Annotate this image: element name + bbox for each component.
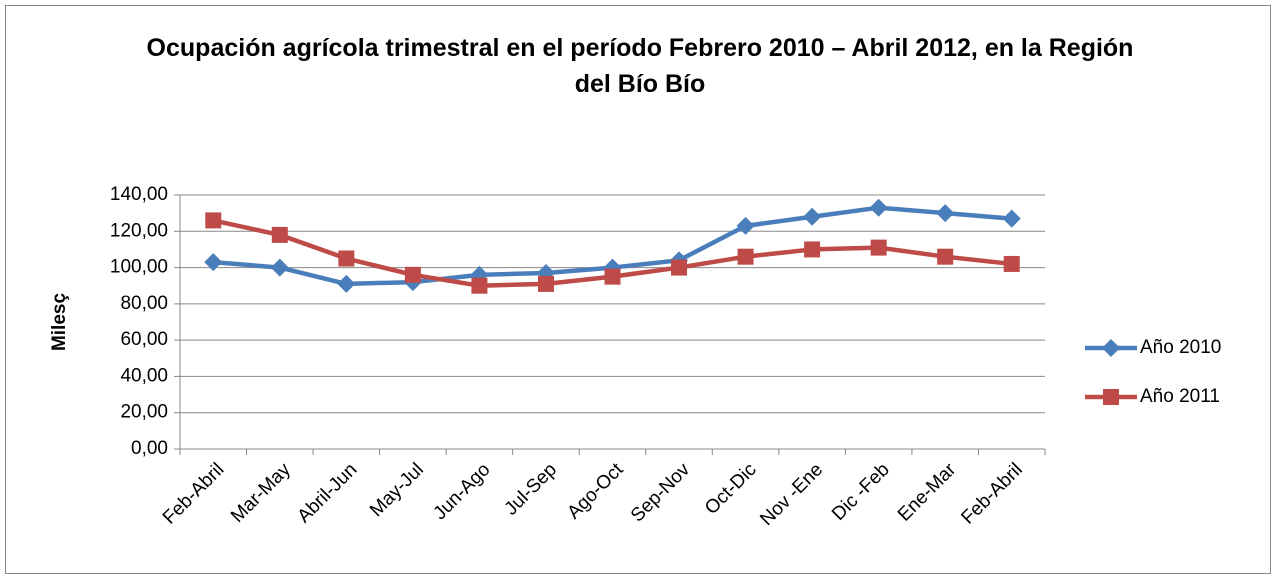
data-point <box>804 241 821 258</box>
data-point <box>204 253 223 272</box>
y-tick-label: 80,00 <box>120 293 168 314</box>
x-tick-label: Jul-Sep <box>501 459 561 519</box>
y-tick-label: 140,00 <box>110 184 168 205</box>
x-tick-label: Jun-Ago <box>430 459 495 524</box>
x-tick-label: Dic -Feb <box>828 459 894 525</box>
data-point <box>1003 255 1020 272</box>
x-tick-label: Feb-Abril <box>957 459 1026 528</box>
x-tick-label: Nov -Ene <box>756 459 827 530</box>
y-tick-label: 120,00 <box>110 220 168 241</box>
chart-border <box>5 5 1271 574</box>
x-tick-label: Ago-Oct <box>563 459 628 524</box>
chart-title: Ocupación agrícola trimestral en el perí… <box>146 34 1134 98</box>
data-point <box>869 198 888 217</box>
legend-label: Año 2011 <box>1140 386 1220 407</box>
legend-marker <box>1102 339 1120 357</box>
data-point <box>671 259 688 276</box>
data-point <box>471 277 488 294</box>
y-tick-label: 60,00 <box>120 329 168 350</box>
x-tick-label: Ene-Mar <box>894 459 961 526</box>
data-point <box>604 268 621 285</box>
data-point <box>870 239 887 256</box>
y-axis-label: Milesç <box>49 293 70 352</box>
data-point <box>737 248 754 265</box>
data-point <box>270 258 289 277</box>
x-tick-label: Mar-May <box>227 459 295 527</box>
y-tick-label: 40,00 <box>120 365 168 386</box>
legend-label: Año 2010 <box>1140 337 1221 358</box>
y-tick-label: 100,00 <box>110 257 168 278</box>
x-tick-label: May-Jul <box>366 459 428 521</box>
y-tick-label: 0,00 <box>131 438 168 459</box>
x-tick-label: Sep-Nov <box>627 459 694 526</box>
x-tick-label: Oct-Dic <box>701 459 761 519</box>
legend-marker <box>1103 389 1119 405</box>
data-point <box>205 212 222 229</box>
data-point <box>736 216 755 235</box>
x-tick-label: Feb-Abril <box>159 459 228 528</box>
data-point <box>1002 209 1021 228</box>
data-point <box>937 248 954 265</box>
data-point <box>404 266 421 283</box>
data-point <box>936 204 955 223</box>
data-point <box>337 274 356 293</box>
x-tick-label: Abril-Jun <box>294 459 362 527</box>
y-tick-label: 20,00 <box>120 402 168 423</box>
data-point <box>338 250 355 267</box>
data-point <box>271 226 288 243</box>
data-point <box>803 207 822 226</box>
data-point <box>537 275 554 292</box>
